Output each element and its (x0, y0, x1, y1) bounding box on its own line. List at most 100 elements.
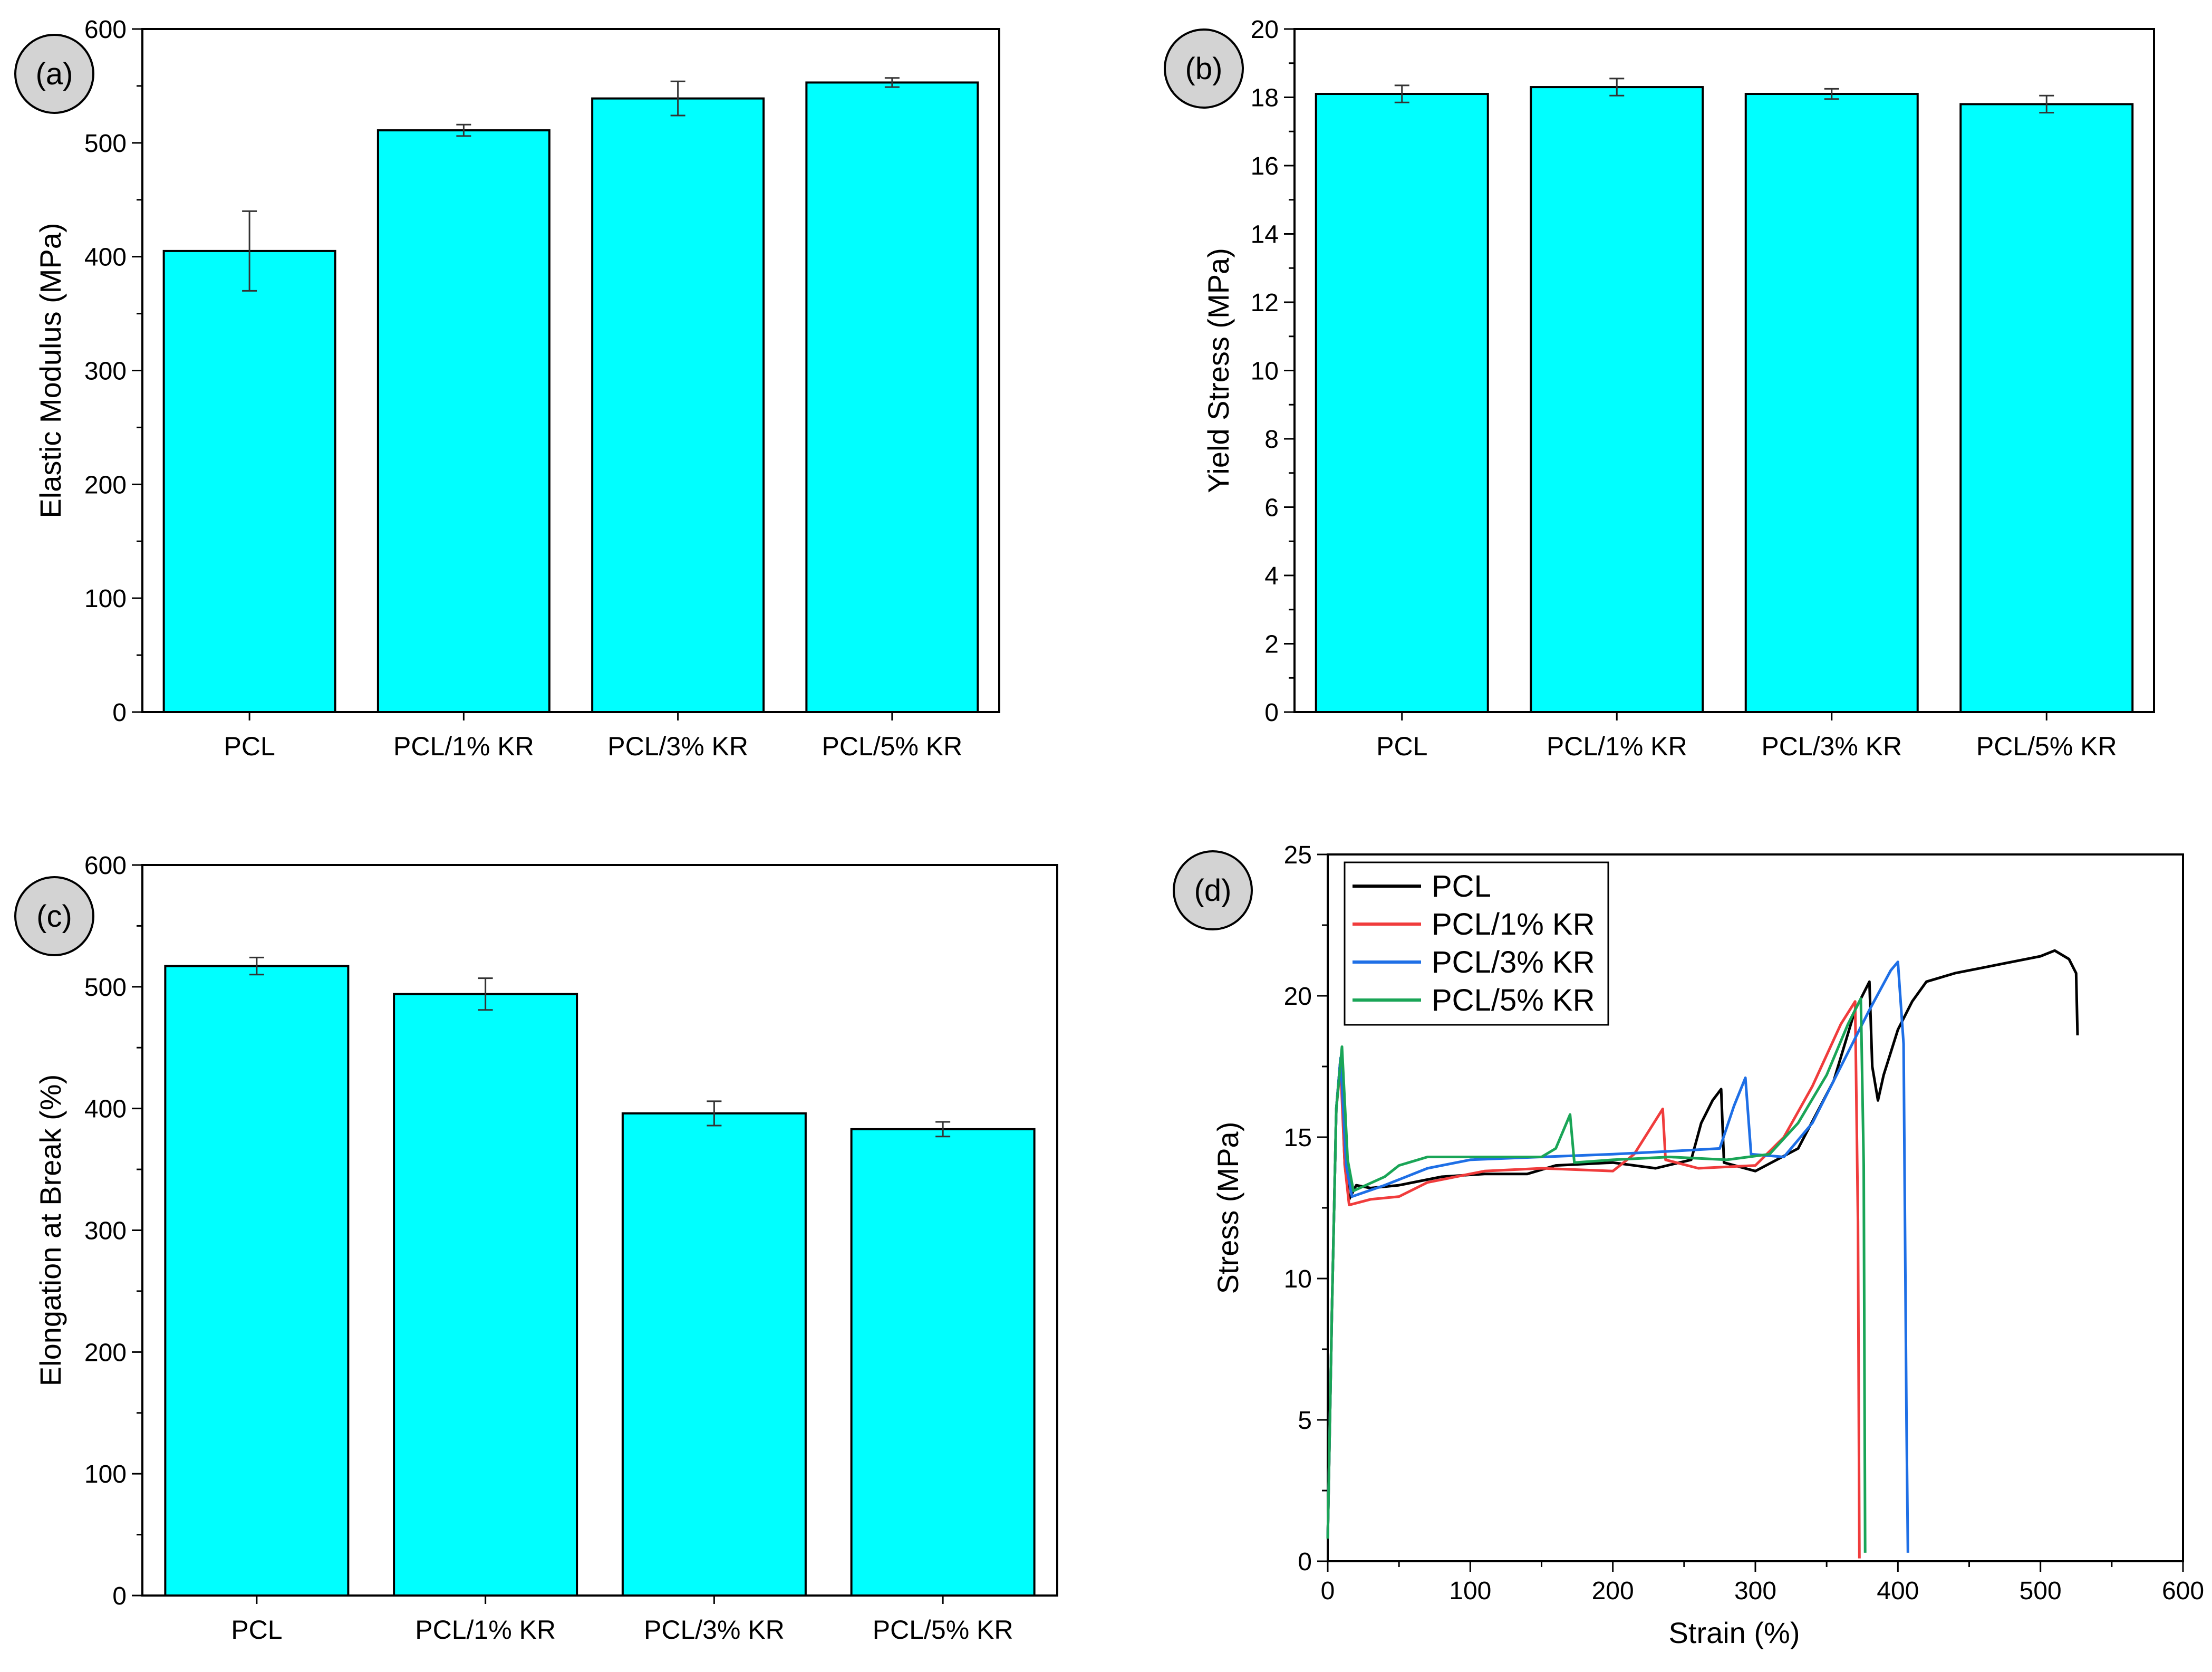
error-bar (670, 80, 685, 117)
x-tick-label: 300 (1734, 1577, 1776, 1605)
legend-label: PCL/3% KR (1432, 945, 1595, 979)
error-bar (249, 956, 264, 976)
x-tick-label: PCL/1% KR (1547, 732, 1687, 761)
y-tick-label: 16 (1251, 152, 1279, 180)
error-bar (884, 77, 900, 88)
series-line-4 (1326, 997, 1867, 1553)
bar (591, 97, 765, 714)
bar (376, 129, 550, 713)
x-tick-label: 0 (1321, 1577, 1335, 1605)
x-tick-label: PCL/3% KR (607, 732, 748, 761)
x-tick-label: 500 (2020, 1577, 2062, 1605)
x-tick-label: 400 (1877, 1577, 1919, 1605)
x-tick-label: PCL/5% KR (822, 732, 962, 761)
y-tick-label: 25 (1284, 841, 1312, 869)
error-bar (707, 1100, 722, 1127)
panel-label: (d) (1194, 873, 1232, 908)
bar (393, 993, 578, 1597)
error-bar (935, 1121, 951, 1138)
panel-label: (b) (1185, 52, 1223, 86)
error-bar (242, 210, 257, 292)
y-tick-label: 100 (84, 1460, 127, 1488)
y-axis-title: Elongation at Break (%) (34, 1074, 67, 1386)
error-bar (456, 123, 471, 137)
y-tick-label: 8 (1264, 426, 1279, 454)
panel-c: PCL PCL/1% KR PCL/3% KR PCL/5% KR 0 100 200 300… (14, 852, 1058, 1645)
y-tick-label: 14 (1251, 221, 1279, 249)
panel-badge (1164, 28, 1244, 109)
y-tick-label: 4 (1264, 562, 1279, 590)
bar (1959, 103, 2134, 714)
y-tick-label: 400 (84, 1096, 127, 1123)
legend-label: PCL/5% KR (1432, 983, 1595, 1017)
y-tick-label: 300 (84, 358, 127, 386)
error-bar (1824, 88, 1839, 100)
y-tick-label: 300 (84, 1217, 127, 1245)
y-tick-label: 2 (1264, 631, 1279, 659)
y-tick-label: 200 (84, 471, 127, 499)
y-tick-label: 0 (1264, 699, 1279, 727)
panel-d: 0 5 10 15 20 25 Stress (MPa) 0 100 200 300 400 500 60… (1173, 841, 2204, 1649)
bar (1315, 93, 1489, 713)
y-tick-label: 18 (1251, 84, 1279, 112)
y-axis-title: Elastic Modulus (MPa) (34, 223, 67, 518)
y-tick-label: 500 (84, 974, 127, 1002)
panel-label: (c) (36, 899, 72, 934)
legend-label: PCL/1% KR (1432, 907, 1595, 941)
y-tick-label: 200 (84, 1339, 127, 1367)
panel-badge (14, 876, 94, 956)
error-bar (1609, 78, 1625, 97)
bar (1530, 86, 1704, 714)
y-tick-label: 20 (1251, 16, 1279, 44)
y-axis-title: Stress (MPa) (1211, 1122, 1244, 1294)
series-line-2 (1326, 1000, 1861, 1559)
y-tick-label: 20 (1284, 983, 1312, 1011)
error-bar (478, 977, 493, 1011)
series-line-3 (1326, 960, 1909, 1553)
y-tick-label: 6 (1264, 494, 1279, 522)
error-bar (2039, 94, 2054, 114)
x-tick-label: PCL (1376, 732, 1427, 761)
x-tick-label: PCL/1% KR (415, 1615, 556, 1645)
y-axis-title: Yield Stress (MPa) (1202, 248, 1235, 493)
bar (1744, 93, 1919, 713)
y-tick-label: 600 (84, 852, 127, 880)
x-tick-label: PCL/5% KR (1976, 732, 2117, 761)
panel-b: PCL PCL/1% KR PCL/3% KR PCL/5% KR 0 2 4 6 8 10 12 1… (1164, 16, 2155, 761)
bar (850, 1128, 1036, 1597)
bar (621, 1112, 807, 1597)
y-tick-label: 5 (1298, 1407, 1312, 1435)
y-tick-label: 10 (1284, 1265, 1312, 1293)
legend-label: PCL (1432, 869, 1491, 904)
y-tick-label: 0 (1298, 1548, 1312, 1576)
x-tick-label: PCL (224, 732, 275, 761)
y-tick-label: 500 (84, 130, 127, 158)
y-tick-label: 600 (84, 16, 127, 44)
y-tick-label: 100 (84, 585, 127, 613)
y-tick-label: 400 (84, 244, 127, 272)
panel-badge (14, 34, 94, 114)
panel-label: (a) (36, 57, 73, 91)
x-tick-label: 600 (2162, 1577, 2204, 1605)
x-tick-label: 200 (1592, 1577, 1634, 1605)
x-tick-label: PCL/5% KR (873, 1615, 1013, 1645)
y-tick-label: 15 (1284, 1124, 1312, 1152)
legend-box (1344, 861, 1609, 1026)
y-tick-label: 0 (112, 699, 127, 727)
panel-a: PCL PCL/1% KR PCL/3% KR PCL/5% KR 0 100 200 300… (14, 16, 1000, 761)
panel-badge (1173, 850, 1253, 930)
x-tick-label: PCL (231, 1615, 282, 1645)
y-tick-label: 10 (1251, 358, 1279, 386)
y-tick-label: 0 (112, 1582, 127, 1610)
bar (164, 965, 350, 1597)
bar (162, 249, 336, 713)
error-bar (1394, 84, 1409, 103)
x-tick-label: PCL/3% KR (1761, 732, 1902, 761)
x-tick-label: 100 (1449, 1577, 1491, 1605)
x-axis-title: Strain (%) (1669, 1616, 1800, 1649)
bar (805, 81, 979, 714)
y-tick-label: 12 (1251, 289, 1279, 317)
x-tick-label: PCL/1% KR (393, 732, 534, 761)
